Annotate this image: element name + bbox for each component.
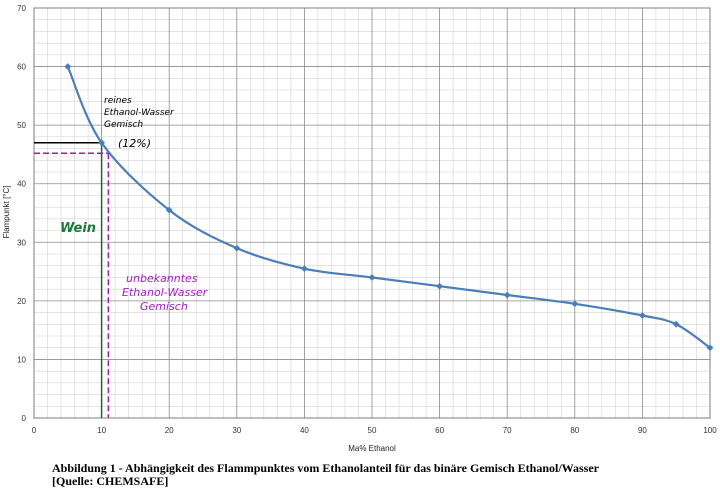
y-tick-label: 60 [17,63,26,72]
x-tick-label: 40 [300,426,309,435]
annotation-unknown-mixture-line3: Gemisch [140,300,188,313]
x-tick-label: 20 [165,426,174,435]
plot-area-frame [33,7,711,419]
annotation-pure-mixture: reines Ethanol-Wasser Gemisch [104,96,175,130]
data-point-marker [64,63,72,70]
annotation-unknown-mixture-line1: unbekanntes [126,272,198,285]
x-tick-label: 80 [570,426,579,435]
annotation-percent: (12%) [118,137,151,150]
x-tick-label: 100 [703,426,717,435]
y-tick-label: 30 [17,238,26,247]
data-point-marker [503,291,511,299]
x-tick-label: 60 [435,426,444,435]
x-tick-label: 90 [638,426,647,435]
x-axis-tick-labels: 0 10 20 30 40 50 60 70 80 90 100 [32,426,717,435]
y-tick-label: 50 [17,121,26,130]
caption-line-1: Abbildung 1 - Abhängigkeit des Flammpunk… [52,461,599,475]
y-axis-tick-labels: 0 10 20 30 40 50 60 70 [17,4,26,423]
annotation-pure-mixture-line1: reines [104,96,132,106]
chart-background [0,0,720,460]
x-tick-label: 50 [368,426,377,435]
figure-caption: Abbildung 1 - Abhängigkeit des Flammpunk… [52,462,712,488]
reference-lines [34,141,110,418]
x-tick-label: 0 [32,426,37,435]
y-tick-label: 70 [17,4,26,13]
x-tick-label: 70 [503,426,512,435]
x-tick-label: 10 [97,426,106,435]
y-tick-label: 10 [17,355,26,364]
data-point-marker [706,344,714,352]
x-axis-title: Ma% Ethanol [348,444,396,453]
data-point-marker [98,139,105,147]
annotation-unknown-mixture-line2: Ethanol-Wasser [122,286,209,299]
data-point-marker [639,312,646,319]
data-point-markers [64,63,714,352]
annotation-wein: Wein [60,221,96,236]
y-axis-title: Flampunkt [°C] [2,186,11,239]
caption-line-2: [Quelle: CHEMSAFE] [52,474,169,488]
y-tick-label: 0 [22,414,27,423]
flash-point-chart: 0 10 20 30 40 50 60 70 80 90 100 0 10 20 30 40 50 60 70 M… [0,0,720,460]
data-point-marker [368,274,376,281]
y-tick-label: 20 [17,297,26,306]
annotation-unknown-mixture: unbekanntes Ethanol-Wasser Gemisch [122,272,209,313]
data-point-marker [672,320,680,328]
data-point-marker [571,300,579,308]
data-point-marker [301,265,308,273]
data-point-marker [436,282,443,290]
annotation-pure-mixture-line2: Ethanol-Wasser [104,108,175,118]
annotation-pure-mixture-line3: Gemisch [104,120,143,130]
y-tick-label: 40 [17,180,26,189]
data-point-marker [165,206,173,214]
data-point-marker [233,244,241,252]
x-tick-label: 30 [232,426,241,435]
